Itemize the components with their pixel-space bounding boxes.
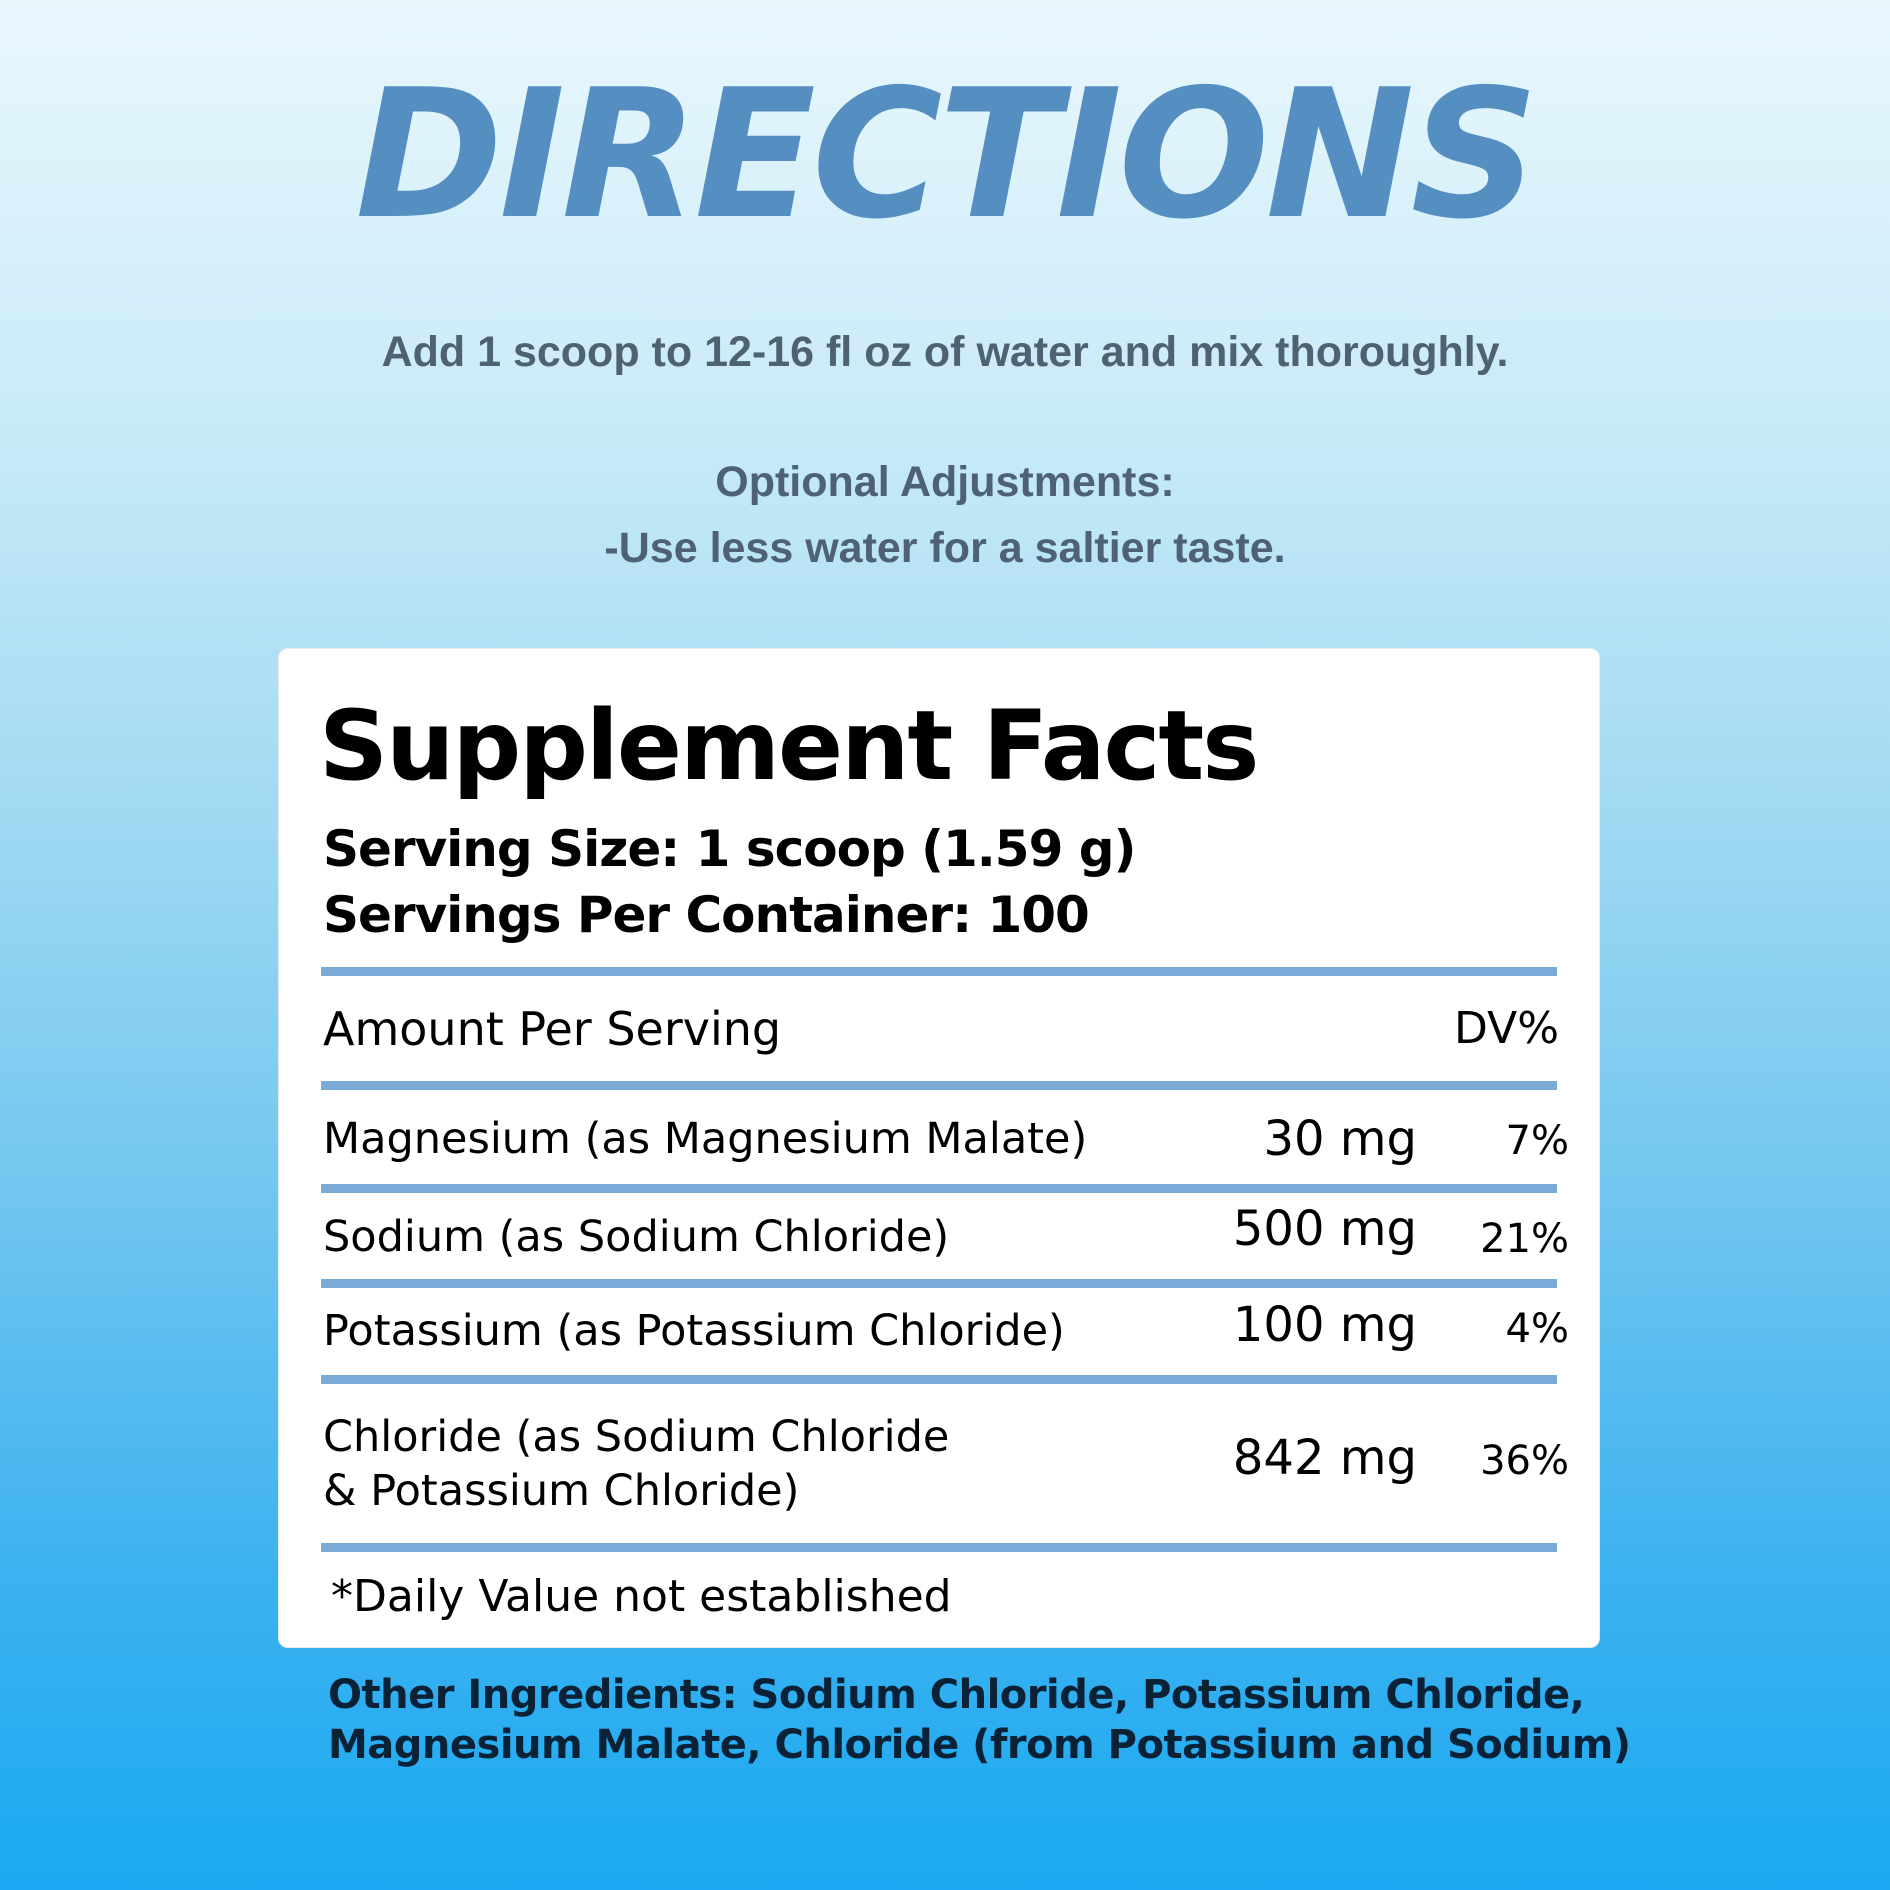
supplement-facts-title: Supplement Facts	[319, 690, 1259, 802]
divider	[321, 1543, 1557, 1552]
divider	[321, 1279, 1557, 1288]
other-ingredients-line1: Other Ingredients: Sodium Chloride, Pota…	[328, 1672, 1585, 1718]
nutrient-name-chloride-line2: & Potassium Chloride)	[323, 1466, 800, 1516]
directions-title: DIRECTIONS	[355, 51, 1538, 258]
directions-instruction: Add 1 scoop to 12-16 fl oz of water and …	[381, 328, 1509, 376]
nutrient-dv-sodium: 21%	[1480, 1216, 1569, 1262]
serving-size: Serving Size: 1 scoop (1.59 g)	[323, 820, 1136, 878]
nutrient-name-chloride-line1: Chloride (as Sodium Chloride	[323, 1412, 950, 1462]
nutrient-name-sodium: Sodium (as Sodium Chloride)	[323, 1212, 950, 1262]
nutrient-amount-magnesium: 30 mg	[1263, 1111, 1417, 1167]
dv-header: DV%	[1453, 1003, 1559, 1054]
nutrient-name-magnesium: Magnesium (as Magnesium Malate)	[323, 1114, 1088, 1164]
nutrient-name-potassium: Potassium (as Potassium Chloride)	[323, 1306, 1065, 1356]
nutrient-amount-sodium: 500 mg	[1232, 1201, 1417, 1257]
optional-adjustments-heading: Optional Adjustments:	[715, 458, 1175, 506]
divider	[321, 967, 1557, 976]
divider	[321, 1375, 1557, 1384]
nutrient-dv-potassium: 4%	[1505, 1306, 1569, 1352]
divider	[321, 1081, 1557, 1090]
other-ingredients-line2: Magnesium Malate, Chloride (from Potassi…	[328, 1722, 1631, 1768]
amount-per-serving-header: Amount Per Serving	[323, 1002, 782, 1056]
daily-value-footnote: *Daily Value not established	[331, 1571, 952, 1622]
nutrient-dv-magnesium: 7%	[1505, 1118, 1569, 1164]
supplement-facts-panel: Supplement Facts Serving Size: 1 scoop (…	[278, 648, 1600, 1648]
servings-per-container: Servings Per Container: 100	[323, 886, 1090, 944]
nutrient-amount-potassium: 100 mg	[1232, 1297, 1417, 1353]
nutrient-amount-chloride: 842 mg	[1232, 1430, 1417, 1486]
nutrient-dv-chloride: 36%	[1480, 1438, 1569, 1484]
other-ingredients: Other Ingredients: Sodium Chloride, Pota…	[328, 1670, 1678, 1770]
divider	[321, 1184, 1557, 1193]
optional-adjustment-item: -Use less water for a saltier taste.	[604, 524, 1286, 572]
